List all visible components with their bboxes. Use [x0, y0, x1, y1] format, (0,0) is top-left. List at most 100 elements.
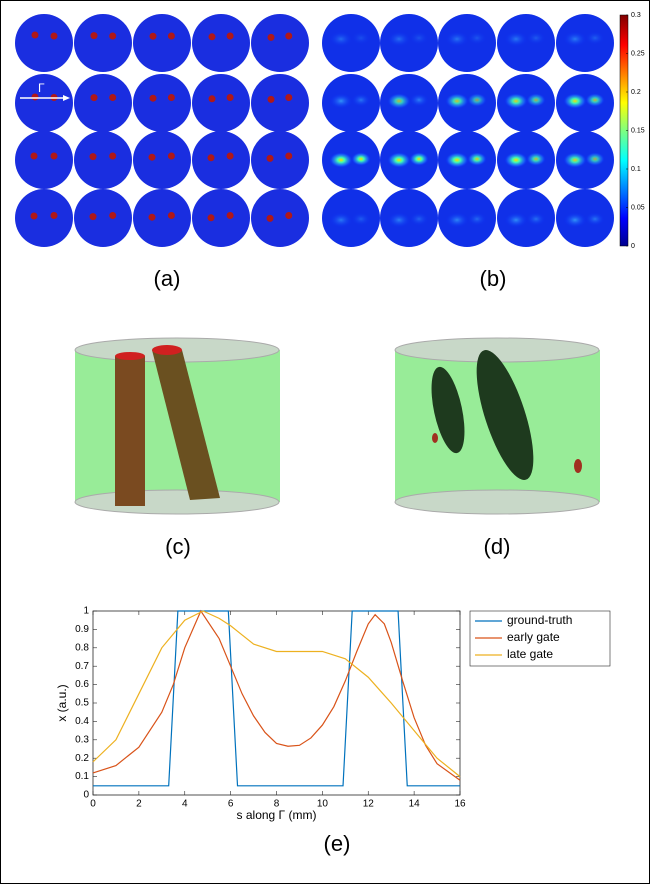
- panel-label: (c): [165, 534, 191, 559]
- slice: [133, 131, 191, 189]
- inclusion: [268, 96, 275, 103]
- hotspot: [351, 152, 371, 166]
- annotation: Γ: [38, 81, 45, 95]
- y-tick-label: 0.8: [75, 642, 89, 653]
- hotspot: [504, 31, 528, 47]
- inclusion: [209, 33, 216, 40]
- colorbar-tick-label: 0: [631, 243, 635, 250]
- x-tick-label: 0: [90, 799, 96, 810]
- hotspot: [504, 212, 528, 228]
- figure: Γ (a) (b) (c) (d) (e) 00.10.20.30.40.50.…: [0, 0, 650, 884]
- inclusion: [51, 153, 58, 160]
- hotspot: [445, 212, 469, 228]
- x-axis-label: s along Γ (mm): [237, 808, 317, 822]
- inclusion: [150, 95, 157, 102]
- x-tick-label: 10: [317, 799, 329, 810]
- inclusion: [168, 153, 175, 160]
- colorbar-tick-label: 0.3: [631, 12, 641, 19]
- slice: [192, 74, 250, 132]
- slice: [251, 189, 309, 247]
- colorbar-tick-label: 0.1: [631, 166, 641, 173]
- hotspot: [467, 152, 487, 166]
- colorbar-tick-label: 0.25: [631, 50, 645, 57]
- hotspot: [526, 93, 546, 107]
- y-tick-label: 0.3: [75, 734, 89, 745]
- hotspot: [351, 93, 371, 107]
- hotspot: [329, 152, 353, 168]
- y-tick-label: 0.6: [75, 679, 89, 690]
- inclusion: [267, 155, 274, 162]
- inclusion: [268, 34, 275, 41]
- panel-b: [322, 14, 614, 247]
- hotspot: [387, 152, 411, 168]
- hotspot: [504, 93, 528, 109]
- hotspot: [409, 31, 429, 45]
- y-tick-label: 0.1: [75, 771, 89, 782]
- colorbar-tick-label: 0.2: [631, 89, 641, 96]
- hotspot: [467, 93, 487, 107]
- slice: [74, 14, 132, 72]
- hotspot: [563, 152, 587, 168]
- legend-label: early gate: [507, 630, 560, 644]
- slice: [251, 131, 309, 189]
- slice: [133, 189, 191, 247]
- panel-label: (b): [480, 266, 507, 291]
- y-tick-label: 0.5: [75, 698, 89, 709]
- slice: [192, 131, 250, 189]
- inclusion: [285, 212, 292, 219]
- slice: [15, 189, 73, 247]
- x-tick-label: 2: [136, 799, 142, 810]
- x-tick-label: 6: [228, 799, 234, 810]
- inclusion: [32, 32, 39, 39]
- slice: [251, 74, 309, 132]
- hotspot: [329, 31, 353, 47]
- plot-area: [93, 611, 460, 795]
- inclusion: [91, 94, 98, 101]
- x-tick-label: 4: [182, 799, 188, 810]
- inclusion: [285, 94, 292, 101]
- slice: [74, 131, 132, 189]
- inclusion: [90, 153, 97, 160]
- inclusion: [31, 153, 38, 160]
- inclusion: [31, 213, 38, 220]
- panel-a: Γ: [15, 14, 309, 247]
- hotspot: [585, 31, 605, 45]
- colorbar-tick-label: 0.05: [631, 204, 645, 211]
- inclusion: [109, 212, 116, 219]
- inclusion: [227, 212, 234, 219]
- hotspot: [409, 93, 429, 107]
- hotspot: [526, 152, 546, 166]
- x-tick-label: 14: [409, 799, 421, 810]
- hotspot: [563, 93, 587, 109]
- y-tick-label: 0.2: [75, 753, 89, 764]
- inclusion: [149, 214, 156, 221]
- y-tick-label: 0.7: [75, 661, 89, 672]
- legend-label: ground-truth: [507, 613, 572, 627]
- hotspot: [526, 212, 546, 226]
- inclusion: [150, 33, 157, 40]
- inclusion: [168, 33, 175, 40]
- inclusion: [90, 213, 97, 220]
- hotspot: [445, 31, 469, 47]
- hotspot: [445, 152, 469, 168]
- inclusion: [227, 33, 234, 40]
- slice: [251, 14, 309, 72]
- inclusion: [109, 94, 116, 101]
- inclusion: [208, 154, 215, 161]
- panel-d: [395, 338, 600, 514]
- panel-label: (d): [484, 534, 511, 559]
- hotspot: [329, 93, 353, 109]
- hotspot: [585, 212, 605, 226]
- colorbar-tick-label: 0.15: [631, 127, 645, 134]
- hotspot: [387, 31, 411, 47]
- hotspot: [329, 212, 353, 228]
- hotspot: [387, 212, 411, 228]
- inclusion: [109, 153, 116, 160]
- legend-label: late gate: [507, 647, 553, 661]
- inclusion: [208, 214, 215, 221]
- panel-c: [75, 338, 280, 514]
- y-tick-label: 0.9: [75, 624, 89, 635]
- slice: [133, 74, 191, 132]
- hotspot: [585, 93, 605, 107]
- hotspot: [467, 212, 487, 226]
